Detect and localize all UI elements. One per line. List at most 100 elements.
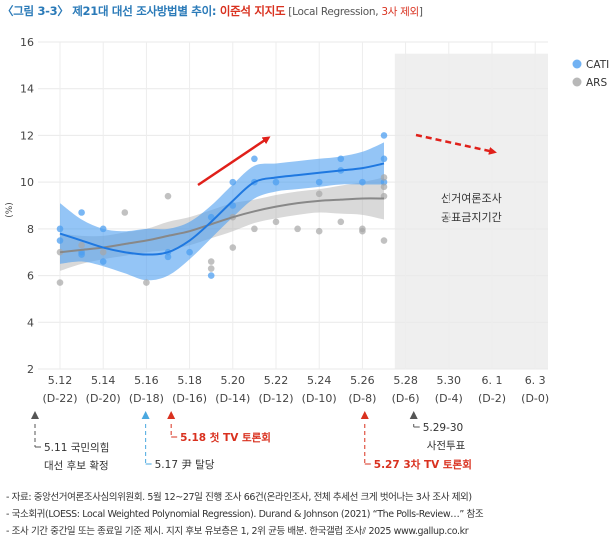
x-tick-dday: (D-14) — [215, 392, 250, 405]
x-tick-dday: (D-12) — [258, 392, 293, 405]
y-tick-label: 2 — [27, 363, 34, 376]
legend-label-cati: CATI — [586, 59, 609, 71]
x-tick-date: 5.30 — [437, 374, 462, 387]
blackout-label-line: 선거여론조사 — [441, 192, 502, 205]
point-ars — [99, 248, 107, 256]
point-cati — [251, 155, 258, 163]
x-tick-dday: (D-20) — [86, 392, 121, 405]
point-cati — [99, 258, 107, 265]
point-cati — [229, 202, 237, 209]
event-label: 5.11 국민의힘 — [44, 442, 109, 454]
point-cati — [380, 132, 388, 139]
trend-dashed-arrow — [415, 133, 497, 155]
event-marker — [360, 411, 369, 419]
x-tick-dday: (D-18) — [129, 392, 164, 405]
x-tick-date: 5.28 — [393, 374, 418, 387]
note-basis: - 조사 기간 중간일 또는 종료일 기준 제시. 지지 후보 유보층은 1, … — [6, 526, 469, 537]
x-tick-dday: (D-2) — [478, 392, 506, 405]
event-label: 5.29-30 — [423, 422, 464, 434]
x-tick-dday: (D-4) — [435, 392, 463, 405]
point-cati — [186, 248, 193, 256]
event-marker — [141, 411, 150, 419]
legend-label-ars: ARS — [586, 77, 607, 89]
event-marker — [31, 411, 39, 419]
y-axis-label: (%) — [5, 202, 15, 218]
title-method: [Local Regression, 3사 제외] — [285, 6, 423, 18]
point-ars — [56, 279, 64, 286]
point-cati — [207, 213, 215, 221]
x-tick-dday: (D-8) — [348, 392, 376, 405]
y-tick-label: 14 — [20, 83, 34, 96]
figure-number: 〈그림 3-3〉 — [2, 4, 69, 18]
event-label: 5.17 尹 탈당 — [155, 458, 215, 471]
fit-line-cati — [59, 162, 385, 256]
note-source: - 자료: 중앙선거여론조사심의위원회. 5월 12~27일 진행 조사 66건… — [6, 492, 472, 503]
y-tick-label: 12 — [20, 129, 34, 142]
x-tick-date: 5.20 — [221, 374, 246, 387]
point-cati — [78, 209, 85, 216]
blackout-period-area — [394, 53, 548, 370]
x-tick-date: 5.12 — [48, 374, 73, 387]
point-ars — [337, 218, 345, 226]
x-tick-date: 5.22 — [264, 374, 289, 387]
point-cati — [164, 253, 172, 261]
point-ars — [78, 241, 85, 249]
title-candidate: 이준석 지지도 — [219, 4, 286, 18]
point-cati — [207, 272, 215, 279]
x-tick-dday: (D-6) — [392, 392, 420, 405]
y-tick-label: 6 — [27, 270, 34, 283]
legend-marker-cati — [572, 59, 582, 69]
trend-up-arrow — [197, 136, 271, 187]
x-tick-date: 5.14 — [91, 374, 116, 387]
x-tick-date: 5.24 — [307, 374, 332, 387]
x-tick-date: 6. 3 — [525, 374, 546, 387]
blackout-label-line: 공표금지기간 — [441, 211, 502, 224]
point-ars — [251, 225, 258, 233]
point-ars — [207, 258, 215, 265]
x-tick-dday: (D-22) — [42, 392, 77, 405]
point-cati — [56, 237, 64, 244]
point-cati — [359, 178, 366, 186]
title-main: 제21대 대선 조사방법별 추이: — [72, 4, 220, 18]
point-ars — [272, 218, 280, 226]
event-marker — [167, 411, 176, 419]
event-label-line2: 대선 후보 확정 — [44, 459, 109, 472]
point-cati — [337, 155, 345, 163]
point-cati — [380, 178, 388, 186]
x-tick-date: 5.18 — [177, 374, 202, 387]
point-ars — [315, 227, 323, 235]
point-cati — [272, 178, 280, 186]
point-cati — [315, 178, 323, 186]
point-ars — [143, 279, 150, 286]
chart-title: 〈그림 3-3〉 제21대 대선 조사방법별 추이: 이준석 지지도 [Loca… — [2, 3, 423, 19]
fit-line-ars — [59, 197, 385, 254]
x-tick-date: 6. 1 — [482, 374, 503, 387]
point-ars — [294, 225, 301, 233]
x-tick-date: 5.26 — [350, 374, 375, 387]
point-ars — [359, 227, 366, 235]
x-tick-dday: (D-0) — [521, 392, 549, 405]
point-ars — [229, 244, 237, 251]
point-ars — [380, 237, 388, 244]
point-cati — [229, 178, 237, 186]
x-tick-dday: (D-10) — [302, 392, 337, 405]
point-cati — [78, 251, 85, 258]
point-ars — [315, 190, 323, 198]
y-tick-label: 10 — [20, 176, 34, 189]
note-method: - 국소회귀(LOESS: Local Weighted Polynomial … — [6, 509, 484, 520]
event-label: 5.27 3차 TV 토론회 — [374, 458, 472, 471]
event-label: 5.18 첫 TV 토론회 — [180, 431, 271, 444]
event-label-line2: 사전투표 — [427, 440, 466, 452]
point-ars — [164, 192, 172, 200]
y-tick-label: 4 — [27, 316, 34, 329]
y-tick-label: 16 — [20, 36, 34, 49]
point-ars — [121, 209, 129, 216]
event-marker — [409, 411, 418, 419]
legend-marker-ars — [572, 77, 582, 87]
point-ars — [207, 265, 215, 272]
x-tick-dday: (D-16) — [172, 392, 207, 405]
point-cati — [380, 155, 388, 163]
x-tick-date: 5.16 — [134, 374, 159, 387]
point-cati — [99, 225, 107, 233]
